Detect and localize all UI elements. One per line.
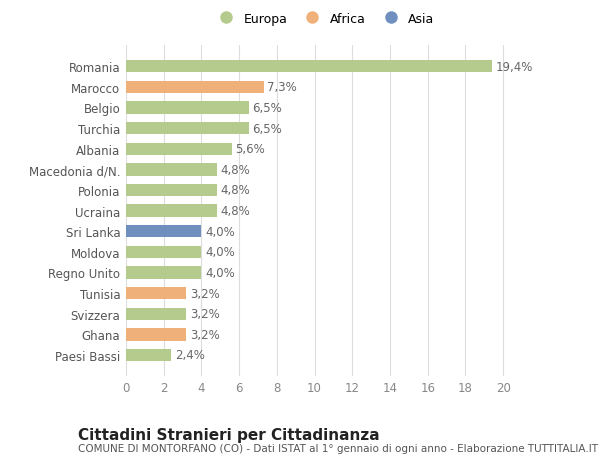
Text: 6,5%: 6,5% [253,123,282,135]
Bar [126,246,202,258]
Bar [126,61,492,73]
Bar [126,308,187,320]
Text: 3,2%: 3,2% [190,328,220,341]
Bar [126,102,248,114]
Text: 3,2%: 3,2% [190,287,220,300]
Bar [126,267,202,279]
Bar [126,287,187,300]
Bar [126,185,217,197]
Text: 4,0%: 4,0% [205,266,235,280]
Text: Cittadini Stranieri per Cittadinanza: Cittadini Stranieri per Cittadinanza [78,427,380,442]
Bar [126,349,171,361]
Text: 4,8%: 4,8% [220,184,250,197]
Bar [126,143,232,156]
Bar [126,123,248,135]
Bar [126,329,187,341]
Legend: Europa, Africa, Asia: Europa, Africa, Asia [214,12,434,25]
Text: 4,8%: 4,8% [220,163,250,176]
Bar [126,164,217,176]
Text: 3,2%: 3,2% [190,308,220,320]
Text: 4,0%: 4,0% [205,225,235,238]
Bar [126,225,202,238]
Text: 19,4%: 19,4% [496,61,533,73]
Text: COMUNE DI MONTORFANO (CO) - Dati ISTAT al 1° gennaio di ogni anno - Elaborazione: COMUNE DI MONTORFANO (CO) - Dati ISTAT a… [78,443,598,453]
Text: 4,0%: 4,0% [205,246,235,259]
Bar [126,205,217,217]
Bar [126,82,263,94]
Text: 6,5%: 6,5% [253,102,282,115]
Text: 5,6%: 5,6% [235,143,265,156]
Text: 2,4%: 2,4% [175,349,205,362]
Text: 4,8%: 4,8% [220,205,250,218]
Text: 7,3%: 7,3% [268,81,297,94]
